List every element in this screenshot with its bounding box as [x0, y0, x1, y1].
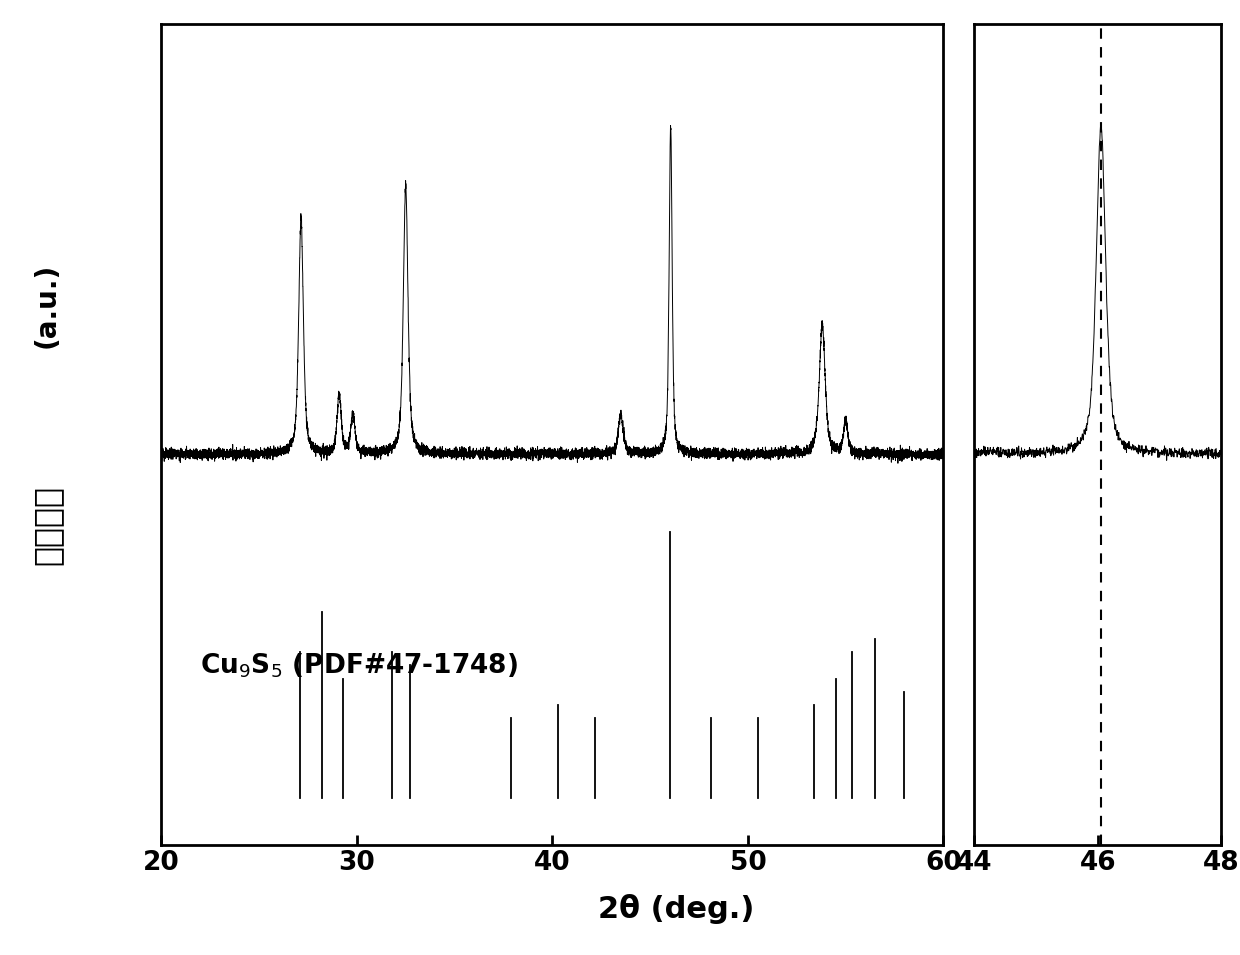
Text: 2θ (deg.): 2θ (deg.) [598, 894, 754, 924]
Text: (a.u.): (a.u.) [33, 263, 61, 349]
Text: Cu$_9$S$_5$ (PDF#47-1748): Cu$_9$S$_5$ (PDF#47-1748) [201, 651, 518, 680]
Text: 相对强度: 相对强度 [31, 485, 63, 565]
